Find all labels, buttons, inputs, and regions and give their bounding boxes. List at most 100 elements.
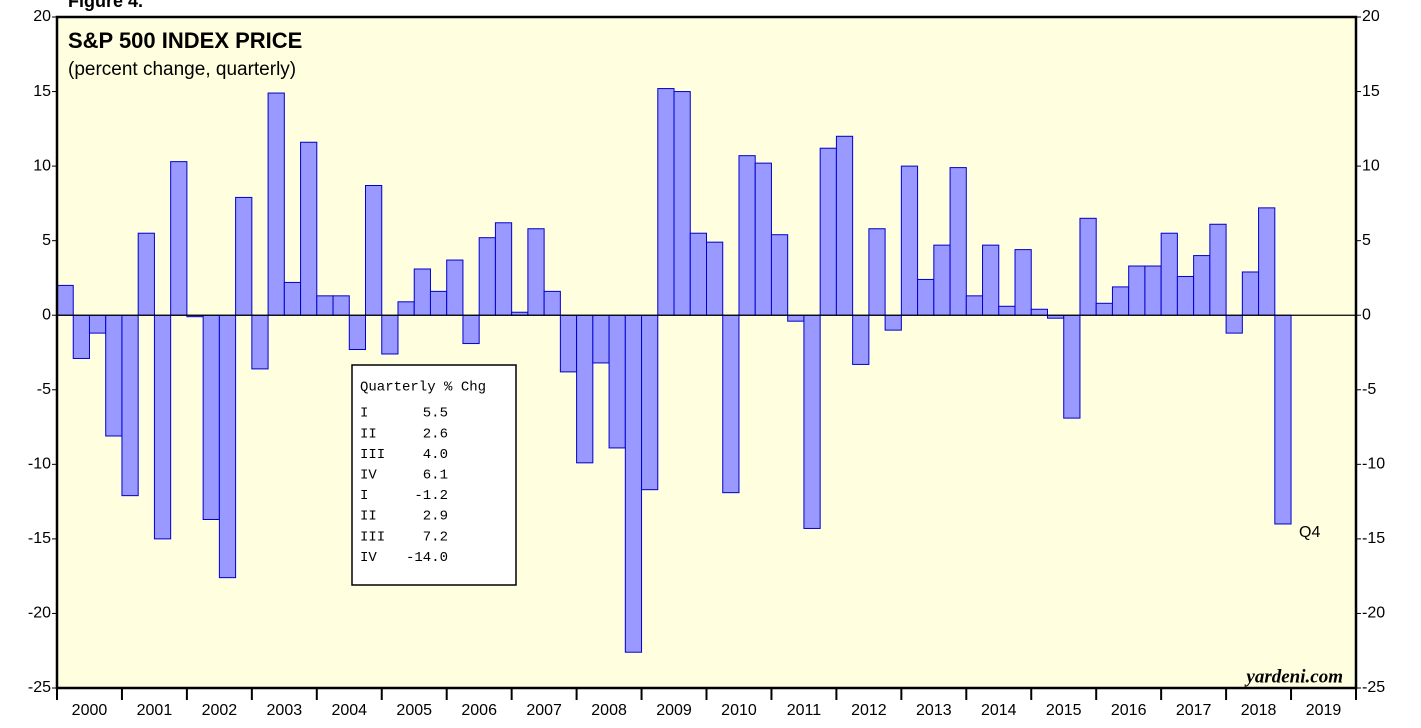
bar bbox=[1079, 217, 1097, 316]
box-quarter: IV bbox=[360, 468, 377, 484]
x-tick-label: 2009 bbox=[656, 702, 692, 719]
bar bbox=[251, 314, 269, 370]
bar bbox=[202, 314, 220, 521]
x-tick-label: 2004 bbox=[331, 702, 367, 719]
y2-tick-label: 15 bbox=[1362, 83, 1380, 100]
bar bbox=[446, 259, 464, 316]
bar bbox=[494, 222, 513, 316]
bar bbox=[1241, 271, 1260, 316]
bar bbox=[365, 184, 383, 316]
bar bbox=[965, 295, 984, 316]
bar bbox=[1014, 249, 1032, 316]
y-tick-label: -20 bbox=[28, 605, 51, 622]
bar bbox=[1225, 314, 1243, 334]
bar bbox=[527, 228, 545, 316]
bar bbox=[803, 314, 821, 529]
box-value: 2.6 bbox=[423, 426, 448, 442]
bar bbox=[1095, 302, 1113, 316]
source: yardeni.com bbox=[1244, 666, 1343, 687]
y2-tick-label: -25 bbox=[1362, 679, 1385, 696]
legend-box bbox=[351, 364, 517, 586]
x-tick-label: 2019 bbox=[1306, 702, 1342, 719]
bar bbox=[121, 314, 139, 497]
figure-label: Figure 4. bbox=[68, 0, 143, 11]
y-tick-label: -5 bbox=[37, 381, 51, 398]
bar bbox=[1128, 265, 1146, 316]
y2-tick-label: 10 bbox=[1362, 157, 1380, 174]
box-quarter: II bbox=[360, 509, 377, 525]
y-tick-label: -10 bbox=[28, 456, 51, 473]
bar bbox=[1160, 232, 1178, 316]
bar bbox=[819, 147, 837, 316]
bar bbox=[1111, 286, 1130, 316]
bar bbox=[1063, 314, 1081, 419]
bar bbox=[722, 314, 740, 494]
box-value: 6.1 bbox=[423, 468, 448, 484]
box-value: 5.5 bbox=[423, 406, 448, 422]
bar bbox=[1030, 308, 1048, 316]
bar bbox=[787, 314, 805, 322]
y-tick-label: 0 bbox=[42, 306, 51, 323]
box-quarter: I bbox=[360, 488, 368, 504]
bar bbox=[218, 314, 237, 579]
bar bbox=[1144, 265, 1162, 316]
y2-tick-label: 0 bbox=[1362, 306, 1371, 323]
bar bbox=[949, 167, 967, 316]
bar bbox=[770, 234, 789, 316]
bar bbox=[1209, 223, 1227, 316]
y2-tick-label: -15 bbox=[1362, 530, 1385, 547]
bar bbox=[429, 290, 448, 316]
bar bbox=[332, 295, 350, 316]
bar bbox=[657, 88, 675, 316]
bar bbox=[982, 244, 1000, 316]
chart-title: S&P 500 INDEX PRICE bbox=[68, 28, 302, 53]
bar bbox=[738, 155, 756, 316]
y-tick-label: 20 bbox=[33, 8, 51, 25]
bar bbox=[641, 314, 659, 491]
y2-tick-label: -10 bbox=[1362, 456, 1385, 473]
bar bbox=[933, 244, 951, 316]
y2-tick-label: 20 bbox=[1362, 8, 1380, 25]
x-tick-label: 2015 bbox=[1046, 702, 1082, 719]
x-tick-label: 2002 bbox=[202, 702, 238, 719]
y2-tick-label: 5 bbox=[1362, 232, 1371, 249]
bar bbox=[868, 228, 886, 316]
bar bbox=[397, 301, 415, 316]
x-tick-label: 2018 bbox=[1241, 702, 1277, 719]
bar bbox=[543, 290, 561, 316]
bar bbox=[348, 314, 367, 351]
box-quarter: III bbox=[360, 447, 385, 463]
bar bbox=[413, 268, 431, 316]
bar bbox=[316, 295, 334, 316]
y-tick-label: -15 bbox=[28, 530, 51, 547]
bar bbox=[689, 232, 708, 316]
x-tick-label: 2005 bbox=[396, 702, 432, 719]
bar bbox=[1176, 275, 1195, 316]
x-tick-label: 2012 bbox=[851, 702, 887, 719]
box-title: Quarterly % Chg bbox=[360, 380, 486, 396]
bar bbox=[1193, 255, 1211, 316]
y2-tick-label: -20 bbox=[1362, 605, 1385, 622]
x-tick-label: 2013 bbox=[916, 702, 952, 719]
bar bbox=[235, 196, 253, 316]
bar bbox=[105, 314, 123, 437]
bar bbox=[1274, 314, 1292, 525]
bar bbox=[835, 135, 854, 316]
annotation: Q4 bbox=[1299, 524, 1320, 541]
bar bbox=[283, 281, 302, 316]
box-value: -14.0 bbox=[406, 550, 448, 566]
x-tick-label: 2008 bbox=[591, 702, 627, 719]
box-value: 7.2 bbox=[423, 529, 448, 545]
box-value: -1.2 bbox=[414, 488, 448, 504]
x-tick-label: 2011 bbox=[787, 702, 822, 719]
x-tick-label: 2016 bbox=[1111, 702, 1147, 719]
x-tick-label: 2010 bbox=[721, 702, 757, 719]
x-tick-label: 2003 bbox=[267, 702, 303, 719]
x-tick-label: 2014 bbox=[981, 702, 1017, 719]
y2-tick-label: -5 bbox=[1362, 381, 1376, 398]
bar bbox=[153, 314, 172, 540]
bar bbox=[884, 314, 902, 331]
bar bbox=[300, 141, 318, 316]
box-quarter: III bbox=[360, 529, 385, 545]
bar bbox=[608, 314, 626, 449]
